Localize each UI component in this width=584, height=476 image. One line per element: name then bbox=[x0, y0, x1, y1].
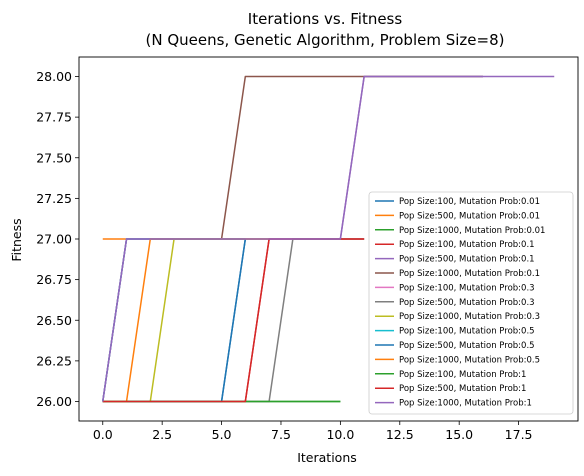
legend-entry-label: Pop Size:1000, Mutation Prob:0.3 bbox=[399, 312, 540, 322]
legend-entry-label: Pop Size:1000, Mutation Prob:1 bbox=[399, 399, 532, 409]
x-tick-label: 12.5 bbox=[386, 427, 414, 442]
legend-entry-label: Pop Size:100, Mutation Prob:0.3 bbox=[399, 283, 535, 293]
series-line-15 bbox=[102, 75, 555, 402]
y-tick-label: 27.25 bbox=[36, 191, 72, 206]
y-tick-label: 28.00 bbox=[36, 69, 72, 84]
x-tick-label: 10.0 bbox=[326, 427, 354, 442]
legend-entry-label: Pop Size:1000, Mutation Prob:0.5 bbox=[399, 355, 540, 365]
y-tick-label: 26.75 bbox=[36, 272, 72, 287]
legend-entry-label: Pop Size:100, Mutation Prob:0.5 bbox=[399, 327, 535, 337]
x-tick-label: 17.5 bbox=[505, 427, 533, 442]
legend-entry-label: Pop Size:1000, Mutation Prob:0.1 bbox=[399, 269, 540, 279]
y-tick-label: 27.00 bbox=[36, 232, 72, 247]
x-tick-label: 7.5 bbox=[271, 427, 291, 442]
series-layer bbox=[102, 75, 555, 403]
chart-title: Iterations vs. Fitness bbox=[248, 10, 403, 28]
y-tick-label: 26.25 bbox=[36, 353, 72, 368]
x-axis: 0.0 2.5 5.0 7.5 10.0 12.5 15.0 17.5 bbox=[93, 421, 533, 442]
chart-subtitle: (N Queens, Genetic Algorithm, Problem Si… bbox=[146, 31, 505, 49]
legend-entry-label: Pop Size:500, Mutation Prob:1 bbox=[399, 384, 526, 394]
legend-entry-label: Pop Size:500, Mutation Prob:0.5 bbox=[399, 341, 535, 351]
x-tick-label: 0.0 bbox=[93, 427, 113, 442]
x-tick-label: 2.5 bbox=[152, 427, 172, 442]
x-tick-label: 15.0 bbox=[445, 427, 473, 442]
y-tick-label: 26.50 bbox=[36, 313, 72, 328]
y-tick-label: 27.50 bbox=[36, 150, 72, 165]
y-axis-label: Fitness bbox=[9, 218, 24, 261]
y-tick-label: 27.75 bbox=[36, 110, 72, 125]
legend-entry-label: Pop Size:100, Mutation Prob:1 bbox=[399, 370, 526, 380]
legend: Pop Size:100, Mutation Prob:0.01 Pop Size… bbox=[368, 191, 574, 415]
y-tick-label: 26.00 bbox=[36, 394, 72, 409]
legend-box bbox=[368, 191, 574, 415]
x-axis-label: Iterations bbox=[297, 450, 357, 465]
legend-entry-label: Pop Size:1000, Mutation Prob:0.01 bbox=[399, 226, 545, 236]
legend-entry-label: Pop Size:100, Mutation Prob:0.1 bbox=[399, 240, 535, 250]
legend-entry-label: Pop Size:500, Mutation Prob:0.01 bbox=[399, 211, 540, 221]
y-axis: 26.00 26.25 26.50 26.75 27.00 27.25 27.50 27.75… bbox=[36, 69, 79, 409]
legend-entry-label: Pop Size:500, Mutation Prob:0.1 bbox=[399, 255, 535, 265]
legend-entry-label: Pop Size:500, Mutation Prob:0.3 bbox=[399, 298, 535, 308]
x-tick-label: 5.0 bbox=[212, 427, 232, 442]
legend-entry-label: Pop Size:100, Mutation Prob:0.01 bbox=[399, 197, 540, 207]
